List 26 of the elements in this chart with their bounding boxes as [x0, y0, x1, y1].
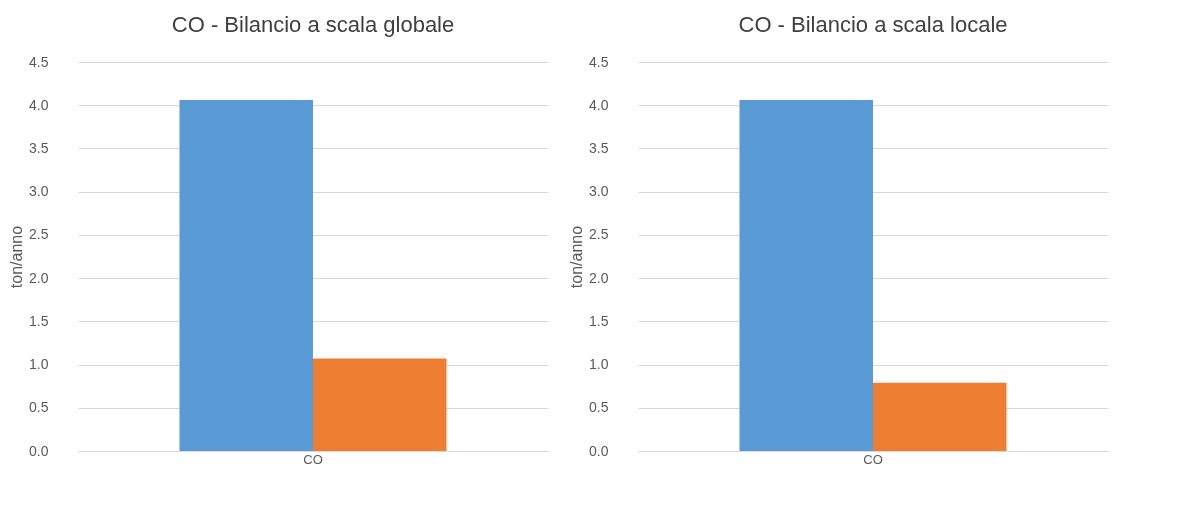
y-tick-label: 3.0	[29, 183, 49, 200]
y-tick-label: 2.0	[589, 269, 609, 286]
y-tick-label: 2.5	[29, 226, 49, 243]
y-tick-label: 1.5	[589, 312, 609, 329]
y-tick-label: 1.0	[589, 356, 609, 373]
x-tick-label: CO	[863, 451, 883, 467]
y-tick-label: 4.5	[29, 53, 49, 70]
y-tick-label: 4.0	[589, 96, 609, 113]
y-tick-label: 1.0	[29, 356, 49, 373]
y-axis-title: ton/anno	[8, 225, 26, 289]
y-tick-label: 0.5	[589, 399, 609, 416]
y-tick-label: 3.5	[589, 139, 609, 156]
chart-title: CO - Bilancio a scala locale	[738, 12, 1008, 37]
y-tick-label: 2.5	[589, 226, 609, 243]
y-tick-label: 3.5	[29, 139, 49, 156]
y-tick-label: 1.5	[29, 312, 49, 329]
x-tick-label: CO	[303, 451, 323, 467]
y-tick-label: 0.0	[589, 442, 609, 459]
y-tick-label: 4.5	[589, 53, 609, 70]
y-tick-label: 0.5	[29, 399, 49, 416]
y-tick-label: 2.0	[29, 269, 49, 286]
chart-title: CO - Bilancio a scala globale	[171, 12, 455, 37]
y-tick-label: 0.0	[29, 442, 49, 459]
y-tick-label: 3.0	[589, 183, 609, 200]
y-tick-label: 4.0	[29, 96, 49, 113]
y-axis-title: ton/anno	[568, 225, 586, 289]
